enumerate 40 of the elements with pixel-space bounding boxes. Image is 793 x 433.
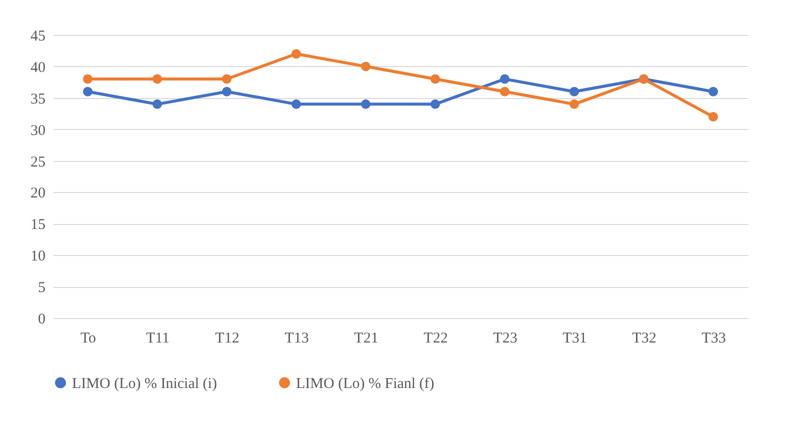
point [222, 74, 232, 84]
point [430, 99, 440, 109]
point [361, 62, 370, 72]
point [570, 86, 579, 96]
y-tick-label: 30 [30, 122, 46, 139]
point [500, 74, 510, 84]
point [292, 99, 301, 109]
y-tick-label: 20 [30, 186, 46, 202]
point [708, 86, 718, 96]
point [570, 99, 579, 109]
point [361, 99, 370, 109]
x-tick-label: T11 [146, 330, 170, 346]
point [152, 74, 162, 84]
y-tick-label: 5 [38, 280, 46, 296]
x-tick-label: To [80, 330, 96, 346]
y-tick-label: 0 [38, 312, 46, 328]
x-tick-label: T21 [354, 330, 378, 346]
legend-label: LIMO (Lo) % Fianl (f) [296, 376, 434, 392]
y-tick-label: 15 [30, 217, 46, 234]
x-tick-label: T32 [632, 330, 656, 346]
y-tick-label: 25 [30, 154, 46, 170]
legend-label: LIMO (Lo) % Inicial (i) [72, 376, 217, 392]
point [222, 86, 232, 96]
y-tick-label: 45 [30, 28, 46, 44]
point [83, 86, 92, 96]
point [83, 74, 92, 84]
point [708, 112, 718, 122]
point [152, 99, 162, 109]
x-tick-label: T33 [702, 330, 726, 346]
point [500, 86, 510, 96]
point [292, 49, 301, 59]
y-tick-label: 35 [30, 91, 46, 108]
point [430, 74, 440, 84]
x-tick-label: T31 [562, 330, 587, 346]
x-tick-label: T23 [493, 330, 518, 346]
x-tick-label: T13 [284, 330, 309, 346]
x-tick-label: T22 [424, 330, 448, 346]
y-tick-label: 40 [30, 60, 46, 76]
x-tick-label: T12 [215, 330, 240, 346]
y-tick-label: 10 [30, 248, 46, 265]
